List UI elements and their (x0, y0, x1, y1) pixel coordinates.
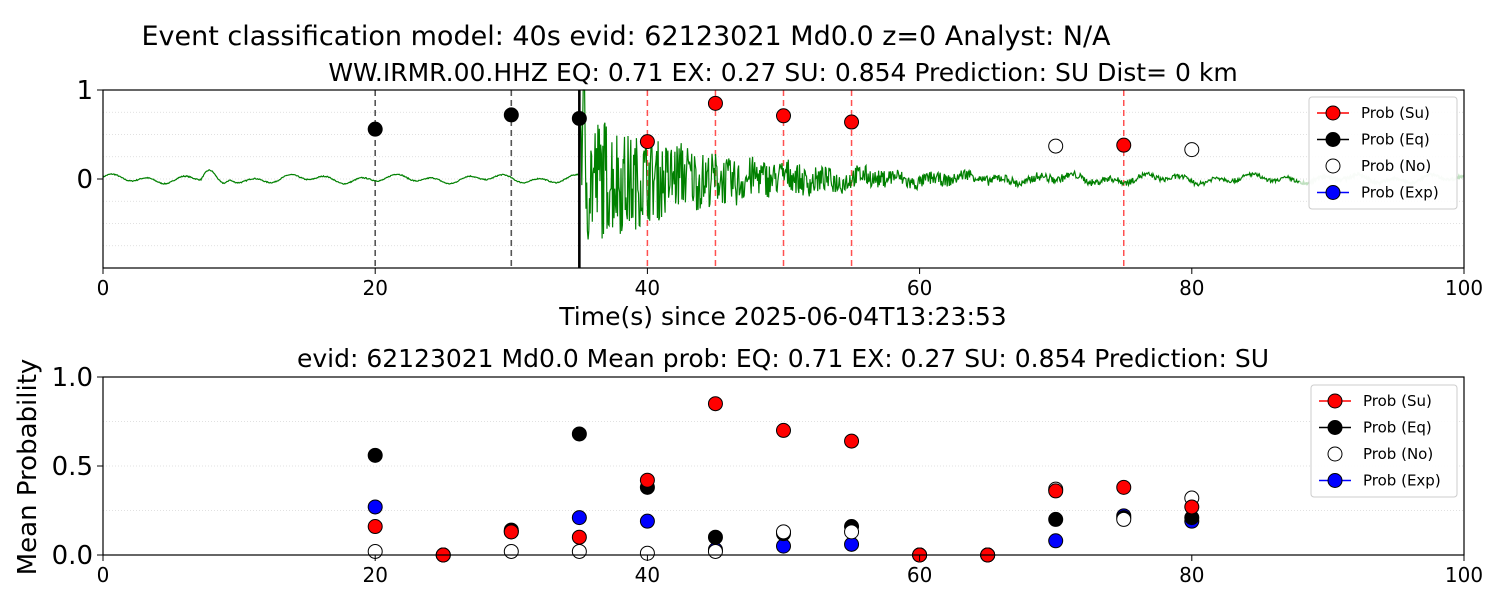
bottom-point-prob-su (571, 529, 587, 545)
top-ytick-label: 0 (76, 165, 93, 195)
bottom-ytick-label: 0.0 (52, 541, 93, 571)
top-point-prob-su (1116, 137, 1132, 153)
bottom-point-prob-no (503, 543, 519, 559)
bottom-point-prob-su (503, 524, 519, 540)
bottom-point-prob-su (844, 433, 860, 449)
bottom-point-prob-exp (571, 510, 587, 526)
bottom-xtick-label: 0 (97, 563, 110, 587)
bottom-point-prob-eq (367, 447, 383, 463)
top-ytick-label: 1 (76, 76, 93, 106)
bottom-point-prob-eq (707, 529, 723, 545)
top-point-prob-su (707, 95, 723, 111)
bottom-point-prob-no (844, 524, 860, 540)
bottom-point-prob-exp (776, 538, 791, 554)
bottom-legend-label-prob-eq: Prob (Eq) (1363, 419, 1432, 437)
top-points (367, 95, 1200, 158)
bottom-point-prob-no (776, 524, 791, 540)
top-legend-label-prob-eq: Prob (Eq) (1361, 131, 1430, 149)
top-legend-marker (1325, 158, 1341, 174)
top-legend-marker (1325, 132, 1341, 147)
bottom-ylabel: Mean Probability (13, 359, 43, 576)
bottom-point-prob-exp (844, 536, 860, 552)
bottom-point-prob-su (367, 519, 383, 535)
top-xtick-label: 0 (97, 276, 110, 300)
top-point-prob-eq (367, 121, 383, 137)
bottom-legend-marker (1327, 393, 1343, 409)
top-xtick-label: 60 (907, 276, 932, 300)
bottom-point-prob-exp (1048, 533, 1064, 549)
bottom-legend-marker (1327, 473, 1343, 488)
bottom-point-prob-su (1048, 483, 1064, 499)
top-xtick-label: 80 (1179, 276, 1204, 300)
bottom-point-prob-su (639, 472, 655, 488)
top-xtick-label: 20 (362, 276, 387, 300)
top-point-prob-eq (503, 107, 519, 123)
bottom-legend-label-prob-exp: Prob (Exp) (1363, 472, 1441, 490)
bottom-point-prob-no (1116, 511, 1132, 527)
bottom-xtick-label: 40 (635, 563, 660, 587)
top-xtick-label: 40 (635, 276, 660, 300)
bottom-legend-marker (1327, 446, 1343, 462)
top-legend-box (1308, 96, 1458, 210)
top-plot: 0 20 40 60 80 100 1 0 Prob (Su) Prob (Eq) Prob (N… (76, 76, 1483, 300)
bottom-grid (103, 421, 1464, 511)
bottom-ytick-label: 1.0 (52, 363, 93, 393)
bottom-point-prob-no (707, 543, 723, 559)
top-point-prob-su (844, 114, 860, 130)
top-legend: Prob (Su) Prob (Eq) Prob (No) Prob (Exp) (1308, 96, 1458, 210)
bottom-xtick-label: 80 (1179, 563, 1204, 587)
bottom-legend-label-prob-no: Prob (No) (1363, 445, 1433, 463)
bottom-ytick-label: 0.5 (52, 452, 93, 482)
top-legend-label-prob-no: Prob (No) (1361, 157, 1431, 175)
bottom-point-prob-eq (571, 426, 587, 442)
bottom-xtick-label: 100 (1445, 563, 1483, 587)
top-xlabel: Time(s) since 2025-06-04T13:23:53 (558, 302, 1006, 331)
top-ticks: 0 20 40 60 80 100 1 0 (76, 76, 1483, 300)
bottom-point-prob-eq (1048, 511, 1064, 527)
bottom-point-prob-su (1116, 479, 1132, 495)
bottom-legend: Prob (Su) Prob (Eq) Prob (No) Prob (Exp) (1310, 384, 1458, 498)
bottom-point-prob-su (1184, 499, 1200, 515)
top-legend-marker (1325, 105, 1341, 121)
top-legend-label-prob-su: Prob (Su) (1361, 104, 1430, 122)
top-point-prob-no (1048, 138, 1064, 154)
top-point-prob-eq (571, 110, 587, 126)
bottom-legend-label-prob-su: Prob (Su) (1363, 392, 1432, 410)
bottom-points (367, 396, 1200, 563)
bottom-title: evid: 62123021 Md0.0 Mean prob: EQ: 0.71… (297, 344, 1269, 373)
bottom-point-prob-exp (367, 499, 383, 515)
top-point-prob-no (1184, 142, 1200, 158)
bottom-point-prob-su (776, 422, 791, 438)
top-point-prob-su (639, 134, 655, 150)
top-legend-label-prob-exp: Prob (Exp) (1361, 184, 1439, 202)
waveform-trace (102, 89, 1301, 240)
top-point-prob-su (776, 108, 791, 124)
bottom-point-prob-no (571, 543, 587, 559)
bottom-xtick-label: 60 (907, 563, 932, 587)
bottom-legend-box (1310, 384, 1458, 498)
bottom-legend-marker (1327, 420, 1343, 435)
bottom-point-prob-exp (639, 513, 655, 529)
bottom-plot: 0 20 40 60 80 100 0.0 0.5 1.0 Prob (Su) Prob (Eq)… (52, 363, 1483, 587)
top-legend-marker (1325, 185, 1341, 200)
top-xtick-label: 100 (1445, 276, 1483, 300)
bottom-xtick-label: 20 (362, 563, 387, 587)
top-title: WW.IRMR.00.HHZ EQ: 0.71 EX: 0.27 SU: 0.8… (328, 58, 1237, 87)
bottom-ticks: 0 20 40 60 80 100 0.0 0.5 1.0 (52, 363, 1483, 587)
figure-suptitle: Event classification model: 40s evid: 62… (141, 21, 1111, 52)
bottom-point-prob-su (707, 396, 723, 412)
